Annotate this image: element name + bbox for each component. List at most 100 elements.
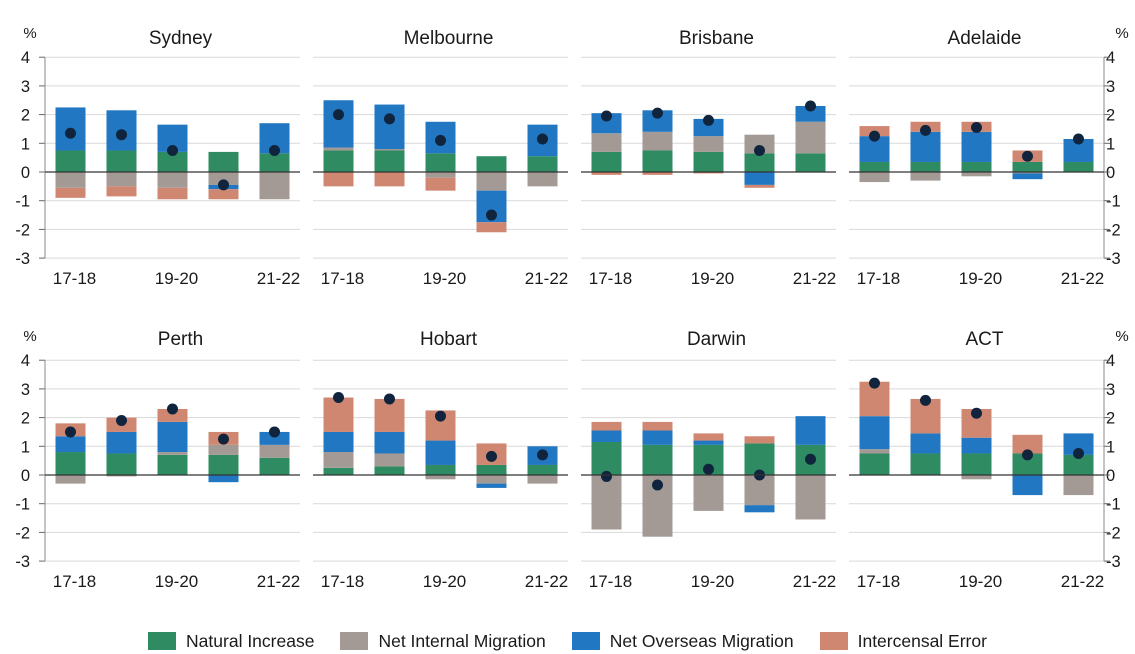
bar-segment-natural [157,151,188,172]
bar-segment-internal [693,475,724,511]
x-tick-label: 21-22 [257,269,300,288]
bar-segment-error [106,186,137,197]
bar-segment-internal [106,172,137,187]
bar-segment-overseas [1012,173,1043,180]
bar-segment-internal [591,475,622,530]
y-unit-label-left: % [23,328,36,345]
legend-label-overseas: Net Overseas Migration [609,630,794,651]
total-dot [652,107,663,119]
bar-segment-internal [323,147,354,151]
bar-segment-internal [527,475,558,484]
panel-title: ACT [966,329,1004,350]
bar-segment-overseas [795,105,826,122]
bar-segment-natural [374,150,405,172]
x-tick-label: 19-20 [959,269,1002,288]
x-tick-label: 21-22 [257,572,300,591]
x-tick-label: 17-18 [589,572,632,591]
bar-segment-internal [859,172,890,183]
bar-segment-natural [642,444,673,475]
total-dot [601,470,612,482]
x-tick-label: 19-20 [691,572,734,591]
panel-title: Darwin [687,329,746,350]
y-tick-label-left: -1 [15,193,30,211]
bar-segment-overseas [591,113,622,134]
bar-segment-overseas [55,436,86,453]
total-dot [65,127,76,139]
panel-title: Adelaide [948,28,1022,49]
y-tick-label-left: -2 [15,524,30,542]
x-tick-label: 21-22 [1061,572,1104,591]
bar-segment-internal [374,453,405,467]
y-tick-label-left: 1 [21,438,30,456]
bar-segment-internal [323,452,354,468]
total-dot [435,410,446,422]
total-dot [869,377,880,389]
bar-segment-internal [1063,475,1094,496]
legend-swatch-natural [148,632,177,650]
total-dot [1022,449,1033,461]
bar-segment-internal [744,134,775,154]
total-dot [1073,133,1084,145]
bar-segment-internal [795,475,826,520]
bar-segment-internal [910,172,941,181]
total-dot [384,113,395,125]
y-tick-label-right: -2 [1106,524,1121,542]
panel-title: Brisbane [679,28,754,49]
bar-segment-overseas [961,131,992,162]
legend-item-natural: Natural Increase [148,631,314,652]
bar-segment-natural [591,441,622,475]
x-tick-label: 21-22 [525,572,568,591]
x-tick-label: 21-22 [793,572,836,591]
bar-segment-overseas [693,440,724,445]
bar-segment-natural [476,464,507,475]
panel-title: Sydney [149,28,213,49]
legend-item-overseas: Net Overseas Migration [571,630,794,652]
total-dot [218,433,229,445]
bar-segment-internal [106,475,137,477]
bar-segment-overseas [859,416,890,450]
total-dot [805,100,816,112]
y-tick-label-right: 0 [1106,467,1115,485]
bar-segment-natural [910,453,941,475]
bar-segment-overseas [323,100,354,148]
y-unit-label-right: % [1115,328,1128,345]
y-tick-label-left: 4 [21,49,30,67]
bar-segment-internal [476,172,507,191]
bar-segment-natural [208,151,239,172]
x-tick-label: 19-20 [691,269,734,288]
legend-swatch-error [819,632,848,650]
bar-segment-overseas [910,131,941,162]
bar-segment-internal [374,149,405,151]
y-tick-label-left: -3 [15,553,30,571]
bar-segment-natural [476,156,507,172]
x-tick-label: 17-18 [53,572,96,591]
panel-title: Melbourne [404,28,494,49]
bar-segment-error [55,187,86,198]
total-dot [869,130,880,142]
y-tick-label-right: 3 [1106,381,1115,399]
x-tick-label: 19-20 [155,572,198,591]
total-dot [65,426,76,438]
total-dot [116,414,127,426]
bar-segment-overseas [795,416,826,445]
bar-segment-natural [961,453,992,475]
bar-segment-overseas [106,431,137,454]
bar-segment-internal [693,136,724,152]
x-tick-label: 17-18 [321,572,364,591]
bar-segment-error [374,398,405,432]
chart-svg: % %4 43 32 21 10 0-1 -1-2 -2-3 -3% %4 43 32 21 10 0-1 -1… [15,25,1128,591]
x-tick-label: 17-18 [857,269,900,288]
bar-segment-internal [157,172,188,188]
bar-segment-overseas [1063,433,1094,455]
bar-segment-internal [527,172,558,187]
bar-segment-internal [642,131,673,151]
x-tick-label: 19-20 [423,572,466,591]
y-tick-label-right: -2 [1106,221,1121,239]
bar-segment-error [744,436,775,444]
total-dot [971,122,982,134]
y-tick-label-left: -1 [15,496,30,514]
bar-segment-error [591,421,622,431]
bar-segment-internal [55,172,86,188]
total-dot [486,450,497,462]
bar-segment-internal [259,172,290,200]
